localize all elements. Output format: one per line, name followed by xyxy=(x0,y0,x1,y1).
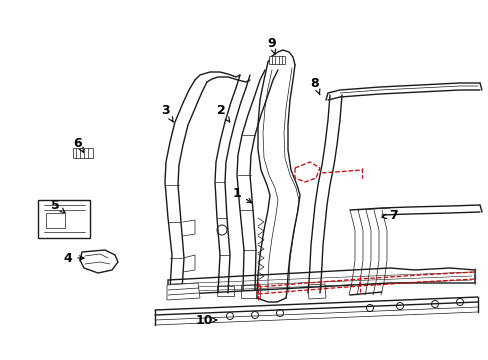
Polygon shape xyxy=(268,56,285,64)
Text: 3: 3 xyxy=(162,104,173,122)
Text: 1: 1 xyxy=(232,186,251,203)
Polygon shape xyxy=(168,268,474,295)
Text: 5: 5 xyxy=(51,198,65,213)
Polygon shape xyxy=(38,200,90,238)
Text: 2: 2 xyxy=(216,104,229,122)
Polygon shape xyxy=(167,283,200,300)
Text: 9: 9 xyxy=(267,36,276,55)
Text: 10: 10 xyxy=(195,314,216,327)
Text: 8: 8 xyxy=(310,77,319,95)
Text: 6: 6 xyxy=(74,136,83,152)
Polygon shape xyxy=(80,250,118,273)
Text: 7: 7 xyxy=(381,208,397,221)
Text: 4: 4 xyxy=(63,252,84,265)
Polygon shape xyxy=(73,148,93,158)
